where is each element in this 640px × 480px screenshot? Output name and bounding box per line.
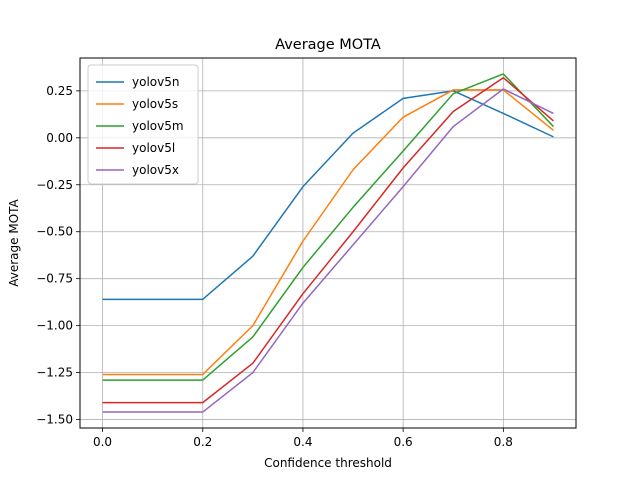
legend-label: yolov5n: [132, 75, 179, 89]
plot-frame: [79, 57, 577, 429]
x-tick-label: 0.2: [193, 435, 212, 449]
legend-box: [87, 64, 199, 185]
series-line-yolov5x: [102, 88, 554, 413]
legend-label: yolov5s: [132, 97, 178, 111]
y-tick-label: −1.50: [36, 413, 73, 427]
y-tick-label: −1.00: [36, 319, 73, 333]
grid: [80, 58, 576, 428]
series-line-yolov5n: [102, 90, 554, 301]
series-line-yolov5m: [102, 73, 554, 381]
legend-label: yolov5l: [132, 141, 175, 155]
chart-title: Average MOTA: [275, 37, 381, 53]
x-tick-label: 0.6: [394, 435, 413, 449]
y-tick-label: 0.00: [46, 131, 73, 145]
y-tick-label: −0.25: [36, 178, 73, 192]
series-line-yolov5l: [102, 76, 554, 404]
y-tick-label: 0.25: [46, 84, 73, 98]
y-tick-label: −0.50: [36, 225, 73, 239]
x-tick-label: 0.0: [93, 435, 112, 449]
legend-label: yolov5x: [132, 163, 179, 177]
series-line-yolov5s: [102, 89, 554, 376]
y-axis-label: Average MOTA: [7, 198, 21, 286]
x-tick-label: 0.8: [494, 435, 513, 449]
y-tick-label: −0.75: [36, 272, 73, 286]
x-axis-label: Confidence threshold: [264, 456, 392, 470]
axis-ticks: 0.0 0.2 0.4 0.6 0.8 −1.50 −1.25 −1.00 −0.75 −0.50…: [36, 84, 513, 449]
legend-label: yolov5m: [132, 119, 184, 133]
x-tick-label: 0.4: [293, 435, 312, 449]
legend: yolov5n yolov5s yolov5m yolov5l yolov5x: [87, 64, 199, 185]
y-tick-label: −1.25: [36, 366, 73, 380]
series-lines: [102, 73, 554, 413]
